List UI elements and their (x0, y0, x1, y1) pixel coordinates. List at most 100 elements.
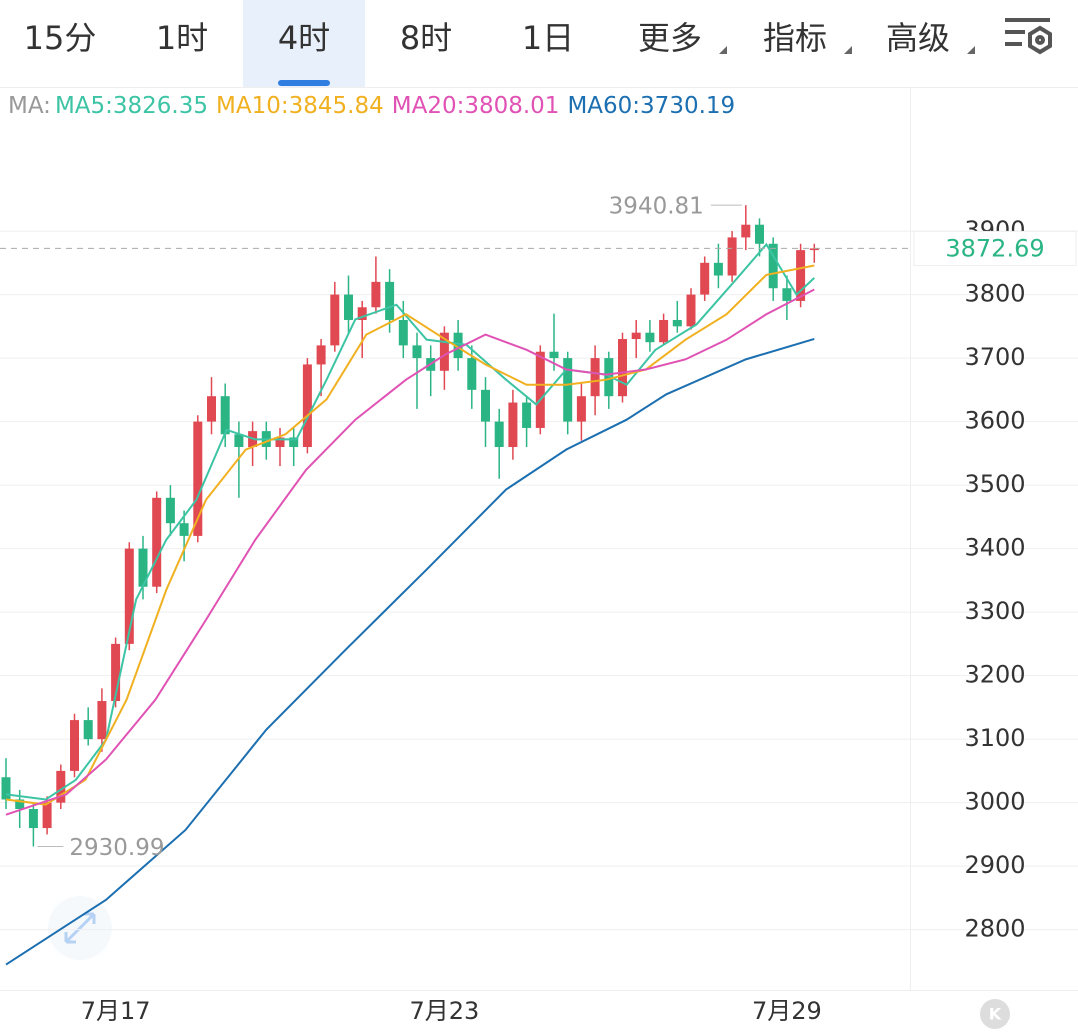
ma-legend-item: MA60:3730.19 (567, 93, 735, 119)
candle-body (330, 294, 340, 346)
candle-body (111, 643, 121, 702)
tab[interactable]: 高级 (886, 19, 950, 57)
k-button[interactable]: K (980, 999, 1010, 1029)
candle-body (768, 243, 778, 289)
ma-legend: MA: MA5:3826.35 MA10:3845.84 MA20:3808.01 MA… (8, 93, 735, 119)
candle-body (782, 288, 792, 301)
ma-legend-title: MA: (8, 93, 51, 119)
candle-body (385, 281, 395, 320)
tab[interactable]: 更多 (638, 19, 702, 57)
candle-body (809, 248, 819, 251)
candle-body (124, 548, 134, 644)
active-tab-bg (243, 0, 365, 87)
tab[interactable]: 1日 (522, 19, 574, 57)
candle-body (15, 799, 25, 809)
dropdown-triangle (844, 46, 852, 54)
y-tick-label: 3400 (964, 534, 1025, 562)
candle-body (56, 770, 66, 803)
ma-line (5, 337, 815, 966)
ma-line (5, 264, 815, 806)
y-tick-label: 3200 (964, 661, 1025, 689)
candle-body (316, 345, 326, 365)
last-price-box (913, 230, 1077, 266)
expand-icon[interactable] (48, 896, 112, 960)
candle-body (686, 294, 696, 327)
candle-body (535, 351, 545, 428)
svg-text:K: K (989, 1005, 1002, 1024)
y-tick-label: 3300 (964, 597, 1025, 625)
candle-body (207, 396, 216, 422)
candle-body (549, 351, 559, 359)
x-tick-label: 7月17 (81, 997, 151, 1025)
candle-body (42, 802, 52, 829)
settings-icon[interactable] (1005, 18, 1052, 55)
y-tick-label: 3700 (964, 343, 1025, 371)
candle-body (70, 720, 79, 771)
candle-body (590, 358, 600, 397)
y-tick-label: 2800 (964, 915, 1025, 943)
candle-body (481, 389, 490, 422)
candle-body (563, 358, 573, 422)
candle-body (179, 523, 189, 536)
dropdown-triangle (719, 46, 727, 54)
active-tab-underline (278, 80, 330, 86)
candle-body (371, 281, 381, 308)
candle-body (344, 294, 353, 320)
candle-body (193, 421, 203, 536)
candle-body (713, 262, 723, 276)
tab[interactable]: 8时 (400, 19, 452, 57)
candle-body (302, 364, 312, 447)
y-tick-label: 3100 (964, 724, 1025, 752)
candle-body (357, 307, 367, 320)
candle-body (289, 437, 299, 447)
ma-legend-item: MA20:3808.01 (392, 93, 560, 119)
candle-body (275, 437, 285, 447)
x-tick-label: 7月23 (409, 997, 479, 1025)
candle-body (152, 497, 162, 587)
candle-body (138, 548, 148, 587)
candle-body (234, 434, 244, 447)
last-price-label: 3872.69 (945, 234, 1044, 262)
candle-body (220, 396, 230, 435)
tab[interactable]: 15分 (24, 19, 97, 57)
candle-body (1, 777, 11, 800)
y-tick-label: 2900 (964, 851, 1025, 879)
candle-body (618, 339, 627, 397)
candle-body (727, 237, 737, 276)
candle-body (398, 319, 408, 346)
max-annotation: 3940.81 (609, 194, 704, 220)
min-annotation: 2930.99 (69, 835, 164, 861)
ma-line (5, 242, 815, 801)
candle-body (659, 319, 669, 343)
tab[interactable]: 4时 (278, 19, 330, 57)
y-tick-label: 3500 (964, 470, 1025, 498)
candle-body (700, 262, 710, 295)
candle-body (604, 358, 614, 397)
y-tick-label: 3800 (964, 280, 1025, 308)
y-tick-label: 3000 (964, 788, 1025, 816)
dropdown-triangle (967, 46, 975, 54)
candle-body (97, 701, 107, 740)
candle-body (439, 332, 449, 371)
tab[interactable]: 1时 (156, 19, 208, 57)
ma-legend-item: MA5:3826.35 (55, 93, 208, 119)
candle-body (28, 809, 38, 829)
tab[interactable]: 指标 (763, 19, 827, 57)
candle-body (494, 421, 504, 447)
candle-body (412, 345, 422, 359)
candle-body (165, 497, 175, 524)
candle-body (522, 402, 532, 428)
ma-legend-item: MA10:3845.84 (216, 93, 384, 119)
candle-body (631, 332, 641, 340)
x-tick-label: 7月29 (752, 997, 822, 1025)
candle-body (576, 396, 586, 422)
candle-body (755, 224, 764, 244)
candle-body (672, 319, 682, 327)
candle-body (453, 332, 463, 359)
candle-body (645, 332, 655, 343)
candle-body (467, 358, 477, 390)
candle-body (796, 250, 806, 301)
candle-body (741, 224, 751, 238)
